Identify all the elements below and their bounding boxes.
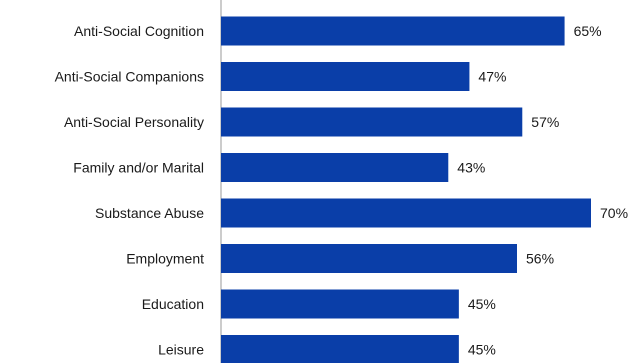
data-label: 56% bbox=[526, 251, 554, 267]
category-label: Substance Abuse bbox=[95, 205, 204, 221]
bar bbox=[221, 107, 523, 137]
category-label: Employment bbox=[126, 251, 204, 267]
data-label: 43% bbox=[457, 160, 485, 176]
bar bbox=[221, 289, 459, 319]
bars-group: Anti-Social Cognition 65% Anti-Social Comp… bbox=[55, 16, 628, 363]
data-label: 47% bbox=[478, 69, 506, 85]
bar bbox=[221, 62, 470, 91]
data-label: 45% bbox=[468, 342, 496, 358]
category-label: Family and/or Marital bbox=[73, 160, 204, 176]
bar bbox=[221, 16, 565, 46]
bar bbox=[221, 153, 449, 182]
category-label: Anti-Social Personality bbox=[64, 114, 204, 130]
bar bbox=[221, 244, 517, 273]
bar bbox=[221, 198, 591, 228]
data-label: 45% bbox=[468, 296, 496, 312]
category-label: Leisure bbox=[158, 342, 204, 358]
data-label: 57% bbox=[531, 114, 559, 130]
data-label: 70% bbox=[600, 205, 628, 221]
data-label: 65% bbox=[574, 23, 602, 39]
category-label: Education bbox=[142, 296, 204, 312]
category-label: Anti-Social Companions bbox=[55, 69, 204, 85]
bar bbox=[221, 335, 459, 363]
category-label: Anti-Social Cognition bbox=[74, 23, 204, 39]
